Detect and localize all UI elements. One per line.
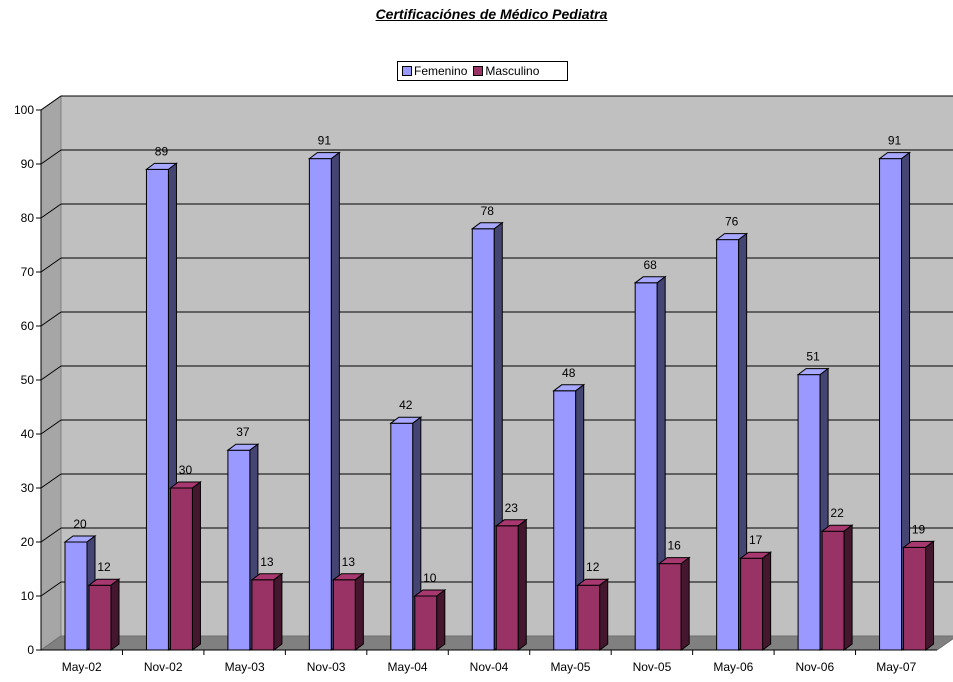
legend-swatch-femenino [402, 66, 412, 76]
bar-femenino [308, 158, 332, 651]
bar-masculino [251, 579, 275, 651]
data-label: 16 [668, 539, 682, 553]
legend-label-femenino: Femenino [414, 64, 468, 78]
bar-masculino [577, 584, 601, 651]
data-label: 42 [399, 398, 413, 412]
bar-masculino [414, 595, 438, 651]
y-tick-label: 20 [21, 535, 35, 549]
data-label: 48 [562, 366, 576, 380]
bar-side-masculino [354, 572, 364, 651]
data-label: 78 [481, 204, 495, 218]
bar-masculino [495, 525, 519, 651]
x-tick-label: May-05 [550, 660, 590, 674]
y-tick-label: 30 [21, 481, 35, 495]
data-label: 17 [749, 533, 763, 547]
gridline-side [40, 527, 62, 543]
bar-side-masculino [436, 589, 446, 651]
bar-side-masculino [599, 578, 609, 651]
bar-femenino [716, 239, 740, 651]
data-label: 23 [505, 501, 519, 515]
x-tick-label: Nov-05 [633, 660, 672, 674]
x-tick-label: Nov-02 [144, 660, 183, 674]
bar-masculino [658, 563, 682, 651]
gridline-side [40, 581, 62, 597]
bar-side-masculino [762, 551, 772, 651]
y-tick-label: 80 [21, 211, 35, 225]
bar-side-masculino [517, 518, 527, 651]
bar-side-masculino [273, 572, 283, 651]
gridline-side [40, 203, 62, 219]
data-label: 12 [586, 560, 600, 574]
bar-side-masculino [191, 481, 201, 651]
bar-femenino [390, 422, 414, 651]
chart-title: Certificaciónes de Médico Pediatra [375, 6, 608, 22]
x-tick-label: May-06 [713, 660, 753, 674]
bar-femenino [227, 449, 251, 651]
data-label: 12 [97, 560, 111, 574]
bar-femenino [553, 390, 577, 651]
data-label: 22 [830, 506, 844, 520]
data-label: 13 [342, 555, 356, 569]
data-label: 89 [155, 144, 169, 158]
data-label: 91 [318, 134, 332, 148]
data-label: 20 [73, 517, 87, 531]
gridline-side [40, 311, 62, 327]
bar-femenino [471, 228, 495, 651]
bar-side-femenino [330, 151, 340, 651]
gridline-side [40, 419, 62, 435]
legend-item-femenino: Femenino [402, 64, 467, 78]
x-tick-label: May-02 [62, 660, 102, 674]
bar-masculino [903, 546, 927, 651]
bar-femenino [879, 158, 903, 651]
legend: Femenino Masculino [397, 61, 568, 81]
bar-side-masculino [680, 556, 690, 651]
data-label: 30 [179, 463, 193, 477]
y-tick-label: 70 [21, 265, 35, 279]
y-tick-label: 100 [14, 103, 34, 117]
bar-side-masculino [843, 524, 853, 651]
bar-femenino [64, 541, 88, 651]
bar-masculino [88, 584, 112, 651]
x-tick-label: May-04 [388, 660, 428, 674]
y-tick-label: 50 [21, 373, 35, 387]
data-label: 10 [423, 571, 437, 585]
y-tick-label: 90 [21, 157, 35, 171]
y-tick-label: 40 [21, 427, 35, 441]
y-tick-label: 0 [27, 643, 34, 657]
gridline-side [40, 473, 62, 489]
data-label: 91 [888, 134, 902, 148]
bar-side-masculino [110, 578, 120, 651]
data-label: 37 [236, 425, 250, 439]
legend-label-masculino: Masculino [485, 64, 540, 78]
data-label: 76 [725, 215, 739, 229]
x-tick-label: May-07 [876, 660, 916, 674]
gridline-side [40, 149, 62, 165]
gridline-side [40, 95, 62, 111]
bar-masculino [821, 530, 845, 651]
data-label: 19 [912, 522, 926, 536]
data-label: 13 [260, 555, 274, 569]
gridline-side [40, 257, 62, 273]
bar-masculino [332, 579, 356, 651]
bar-femenino [145, 168, 169, 651]
data-label: 68 [644, 258, 658, 272]
legend-item-masculino: Masculino [473, 64, 539, 78]
bar-masculino [740, 557, 764, 651]
bar-masculino [169, 487, 193, 651]
y-tick-label: 10 [21, 589, 35, 603]
x-tick-label: Nov-06 [795, 660, 834, 674]
bar-side-masculino [925, 540, 935, 651]
legend-swatch-masculino [473, 66, 484, 76]
data-label: 51 [806, 350, 820, 364]
bar-femenino [797, 374, 821, 651]
x-tick-label: Nov-04 [470, 660, 509, 674]
gridline-side [40, 365, 62, 381]
x-tick-label: May-03 [225, 660, 265, 674]
bar-femenino [634, 282, 658, 651]
y-tick-label: 60 [21, 319, 35, 333]
x-tick-label: Nov-03 [307, 660, 346, 674]
